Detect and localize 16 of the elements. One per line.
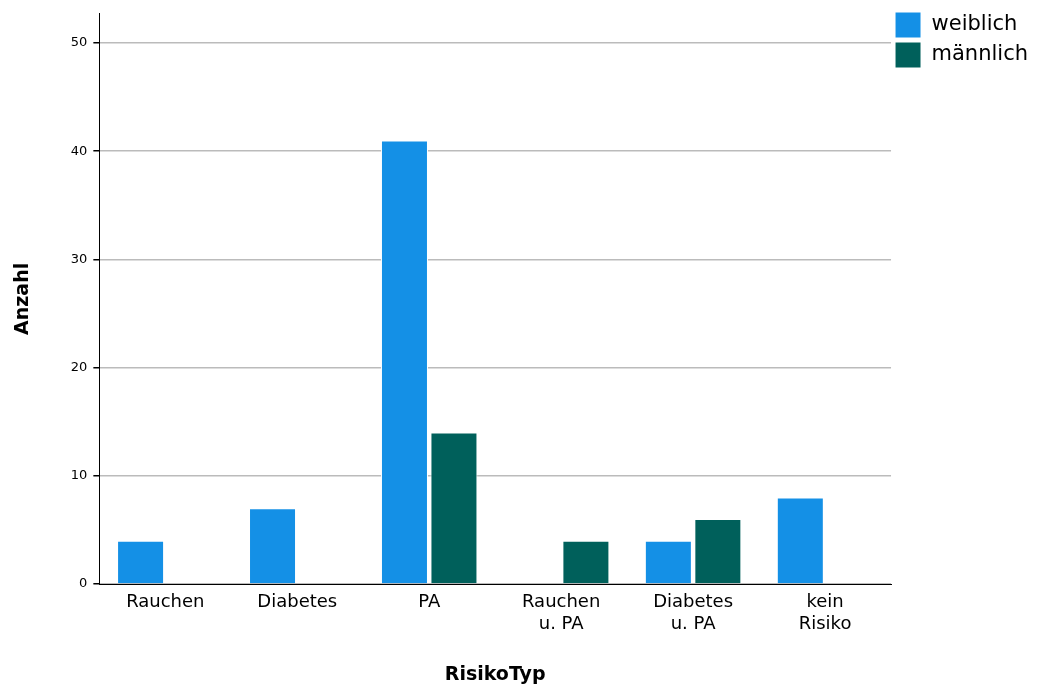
y-tick-label: 0 (79, 575, 88, 591)
legend-label: männlich (931, 41, 1028, 66)
x-tick-label: Diabetes u. PA (653, 590, 734, 634)
x-tick-label: PA (418, 590, 441, 612)
y-tick-label: 10 (70, 467, 88, 483)
x-axis-title: RisikoTyp (444, 661, 546, 684)
legend-label: weiblich (931, 11, 1018, 36)
x-tick-label: kein Risiko (798, 590, 852, 634)
y-tick-label: 40 (70, 142, 88, 158)
y-tick-label: 20 (70, 358, 88, 374)
x-tick-label: Diabetes (257, 590, 338, 612)
x-tick-label: Rauchen (126, 590, 205, 612)
y-tick-label: 30 (70, 250, 88, 266)
x-tick-label: Rauchen u. PA (521, 590, 601, 634)
y-axis-title: Anzahl (10, 262, 33, 335)
y-tick-label: 50 (70, 34, 88, 50)
